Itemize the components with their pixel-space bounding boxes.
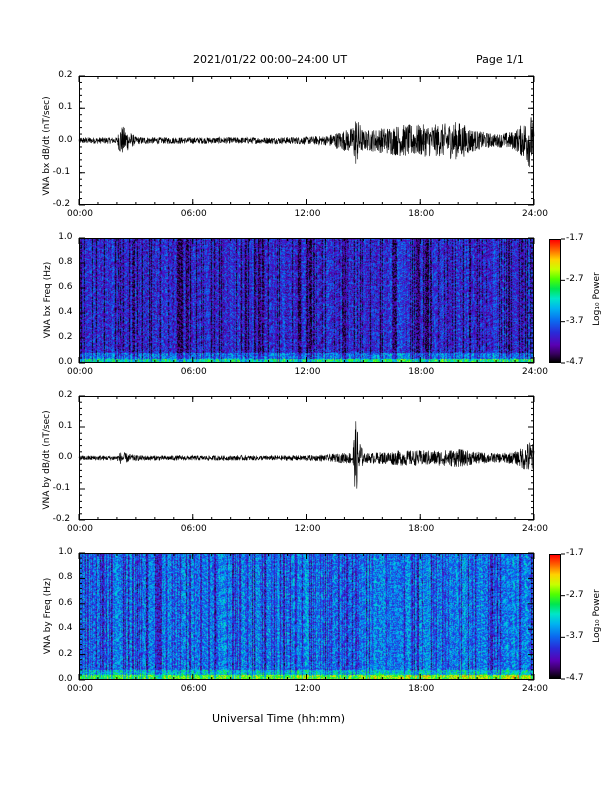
colorbar-tick-label: -3.7	[566, 631, 584, 642]
y-tick-label: -0.1	[52, 166, 71, 177]
y-tick-label: 0.1	[58, 421, 73, 431]
y-tick-label: 0.2	[58, 648, 73, 659]
y-tick-label: 0.6	[58, 282, 73, 292]
page-indicator: Page 1/1	[476, 53, 524, 66]
x-tick-label: 00:00	[67, 367, 93, 377]
x-tick-label: 06:00	[180, 209, 207, 219]
timeseries-trace-2	[78, 421, 535, 489]
y-tick-label: -0.2	[52, 514, 71, 524]
x-tick-label: 06:00	[180, 367, 207, 377]
y-tick-label: 0.0	[58, 357, 73, 367]
x-tick-label: 24:00	[522, 367, 548, 377]
x-tick-label: 06:00	[180, 684, 207, 694]
spectrogram-image	[79, 238, 534, 363]
spectrogram-image	[79, 553, 534, 680]
y-tick-label: 0.8	[58, 572, 73, 583]
x-tick-label: 18:00	[408, 684, 435, 694]
y-tick-label: 0.4	[58, 623, 73, 634]
y-tick-label: 0.2	[58, 70, 73, 80]
colorbar-tick-label: -4.7	[566, 357, 584, 367]
y-tick-label: 1.0	[58, 547, 73, 557]
y-tick-label: 0.4	[58, 307, 73, 317]
x-tick-label: 12:00	[294, 367, 321, 377]
x-tick-label: 18:00	[408, 367, 435, 377]
x-tick-label: 12:00	[294, 209, 321, 219]
colorbar-tick-label: -1.7	[566, 548, 584, 558]
x-tick-label: 12:00	[294, 524, 321, 534]
y-tick-label: 1.0	[58, 232, 73, 242]
y-tick-label: 0.2	[58, 390, 73, 400]
y-tick-label: 0.1	[58, 102, 73, 113]
x-tick-label: 18:00	[408, 209, 435, 219]
x-tick-label: 18:00	[408, 524, 435, 534]
x-tick-label: 00:00	[67, 209, 93, 219]
colorbar-tick-label: -2.7	[566, 274, 584, 285]
bx-colorbar	[549, 239, 561, 363]
colorbar-tick-label: -2.7	[566, 589, 584, 600]
x-tick-label: 12:00	[294, 684, 321, 694]
y-tick-label: 0.0	[58, 452, 73, 462]
x-tick-label: 24:00	[522, 524, 548, 534]
timeseries-trace-0	[78, 117, 535, 168]
colorbar-tick-label: -3.7	[566, 315, 584, 326]
x-tick-label: 06:00	[180, 524, 207, 534]
y-tick-label: 0.2	[58, 332, 73, 342]
x-tick-label: 00:00	[67, 684, 93, 694]
plot-date-range: 2021/01/22 00:00–24:00 UT	[193, 53, 348, 66]
y-tick-label: 0.0	[58, 674, 73, 684]
colorbar-tick-label: -4.7	[566, 673, 584, 683]
x-tick-label: 24:00	[522, 684, 548, 694]
colorbar-tick-label: -1.7	[566, 233, 584, 243]
bx-spectrogram-panel	[79, 238, 534, 363]
by-colorbar	[549, 554, 561, 679]
x-tick-label: 24:00	[522, 209, 548, 219]
x-axis-label: Universal Time (hh:mm)	[212, 712, 345, 725]
by-spectrogram-panel	[79, 553, 534, 680]
y-tick-label: -0.2	[52, 199, 71, 209]
x-tick-label: 00:00	[67, 524, 93, 534]
y-tick-label: 0.0	[58, 134, 73, 145]
y-tick-label: -0.1	[52, 483, 71, 493]
y-tick-label: 0.6	[58, 597, 73, 608]
y-tick-label: 0.8	[58, 257, 73, 267]
